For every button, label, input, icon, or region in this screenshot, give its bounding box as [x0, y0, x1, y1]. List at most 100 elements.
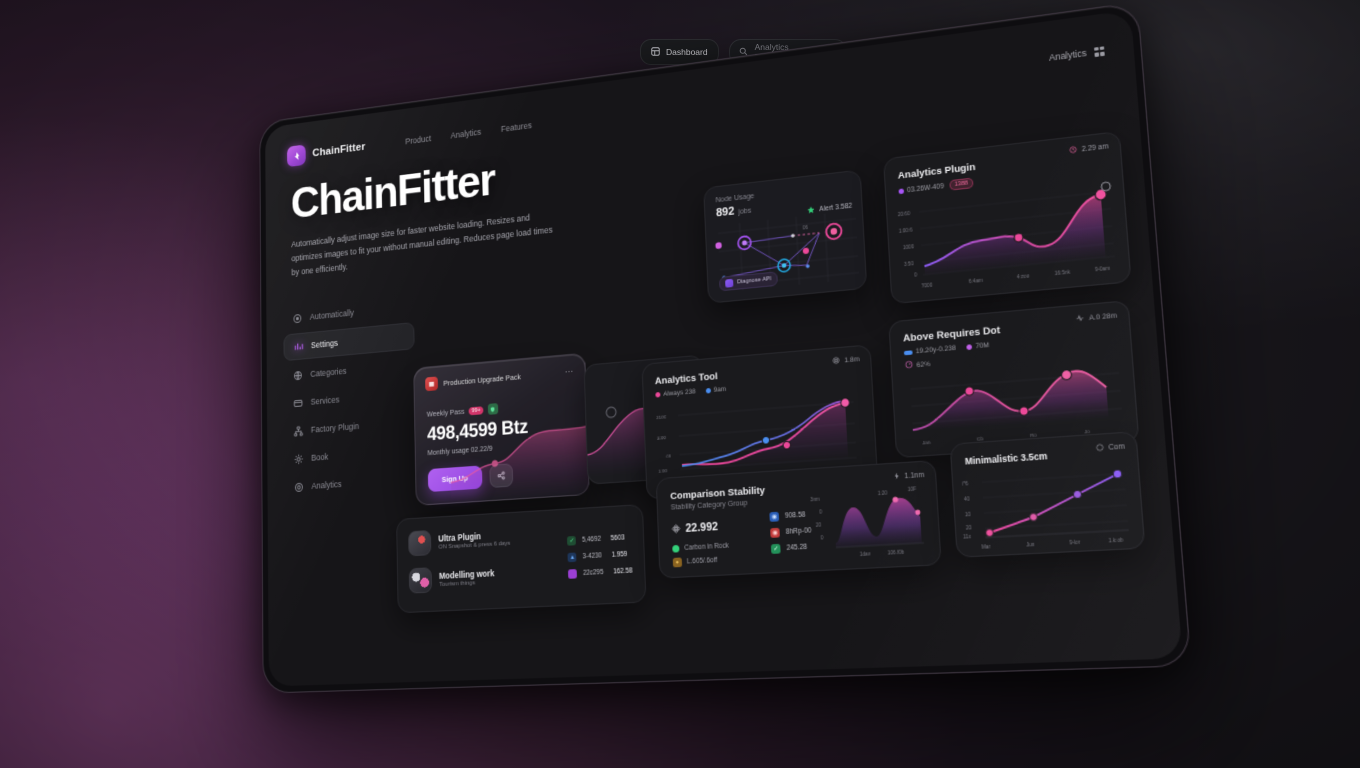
analytics-tool-stat: 1.8m	[833, 355, 860, 367]
requires-stat: A.0 28m	[1076, 311, 1117, 324]
device-wrapper: ChainFitter Product Analytics Features A…	[222, 1, 1192, 694]
sidebar-item-label: Automatically	[309, 307, 355, 322]
comparison-mini-chart: 3nm 0 20 0 1:20 10F 1dav 106.f0b	[810, 486, 931, 557]
svg-text:Ro: Ro	[1030, 432, 1037, 438]
comparison-item-label: Carbon in Rock	[684, 542, 730, 553]
list-item[interactable]: Modelling work Tourism things	[408, 561, 550, 594]
nav-item-product[interactable]: Product	[405, 133, 432, 147]
nav-item-analytics[interactable]: Analytics	[450, 126, 482, 141]
header-right: Analytics	[1049, 45, 1105, 63]
svg-text:Jun: Jun	[1026, 542, 1035, 548]
sidebar-item-label: Analytics	[311, 479, 342, 491]
brand-logo[interactable]: ChainFitter	[287, 137, 365, 168]
svg-text:11x: 11x	[963, 534, 972, 540]
sidebar-item-label: Settings	[310, 338, 338, 351]
analytics-tool-legend-2: 9am	[705, 386, 726, 395]
stat-icon: ✓	[567, 535, 577, 546]
avatar-rocket	[408, 529, 432, 557]
plugin-list-card[interactable]: Ultra Plugin ON Snapshot & press 6 days …	[396, 503, 647, 614]
node-purple	[738, 236, 751, 250]
circle-icon	[1096, 443, 1105, 454]
sidebar-item-analytics[interactable]: Analytics	[285, 466, 418, 501]
requires-chart: Jan Cb Ro Jo	[892, 354, 1140, 446]
metric-label: 908.58	[784, 511, 806, 520]
diagnose-label: Diagnose API	[737, 276, 772, 286]
svg-text:3nm: 3nm	[810, 496, 820, 502]
grid-icon[interactable]	[1093, 45, 1105, 57]
growth-card[interactable]: Minimalistic 3.5cm Com /*6 40 10 20	[949, 431, 1146, 558]
device-frame: ChainFitter Product Analytics Features A…	[259, 1, 1192, 694]
svg-text:9-0am: 9-0am	[1095, 266, 1110, 273]
svg-text:40: 40	[964, 496, 970, 502]
globe-icon	[292, 369, 302, 381]
node-small-pink	[802, 247, 810, 255]
svg-text:20: 20	[966, 525, 972, 531]
requires-dot-card[interactable]: Above Requires Dot 19.20y-0.238 70M	[888, 300, 1140, 459]
gear-icon	[293, 453, 303, 465]
svg-text:Jan: Jan	[922, 440, 931, 446]
stat-label: 22c295	[582, 568, 604, 578]
dashboard-chip-label: Dashboard	[666, 47, 708, 57]
diagnose-icon	[725, 278, 734, 288]
sliders-icon	[293, 340, 303, 352]
target-icon	[293, 481, 303, 493]
metric-label: 8hRp-00	[785, 527, 812, 536]
clock-icon	[1069, 146, 1078, 156]
node-pink	[826, 223, 842, 240]
record-icon: ◉	[770, 527, 780, 538]
svg-text:48: 48	[666, 453, 672, 459]
metric-label: 245.28	[786, 543, 808, 553]
stat-row: 22c295 162.58	[568, 566, 633, 579]
diagnose-api-badge[interactable]: Diagnose API	[718, 271, 778, 292]
sitemap-icon	[293, 425, 303, 437]
analytics-plugin-chart: 20:60 1:00:6 1000 3:50 0 7000 6:4am 4:zo…	[898, 179, 1133, 289]
analytics-plugin-card[interactable]: Analytics Plugin 03.26W-409 1388 2.29 am	[883, 130, 1133, 305]
disc-icon: ◉	[769, 511, 780, 522]
stat-label: 3-4230	[582, 552, 602, 561]
check-icon: ✓	[770, 543, 781, 554]
featured-meta-label: Weekly Pass	[426, 406, 465, 419]
sidebar-item-label: Categories	[310, 366, 347, 379]
nav-item-features[interactable]: Features	[500, 120, 532, 134]
featured-upgrade-card[interactable]: Production Upgrade Pack ⋯ Weekly Pass 99…	[413, 352, 590, 506]
legend-label: 03.26W-409	[906, 182, 945, 194]
comparison-stat: 1.1nm	[892, 470, 924, 482]
metric-row: ✓ 245.28	[770, 542, 813, 554]
svg-text:Cb: Cb	[977, 436, 984, 442]
svg-text:2:00: 2:00	[657, 435, 666, 441]
growth-title: Minimalistic 3.5cm	[964, 450, 1048, 467]
stat-value: 1.959	[611, 550, 628, 559]
analytics-plugin-legend: 03.26W-409	[898, 182, 944, 194]
shield-icon	[487, 403, 499, 415]
requires-legend-1: 19.20y-0.238	[903, 344, 957, 357]
stat-label: Com	[1108, 443, 1126, 452]
dot-icon	[655, 392, 661, 398]
more-icon[interactable]: ⋯	[564, 365, 575, 377]
bolt-icon	[892, 472, 900, 482]
sidebar: Automatically Settings Categories Servic…	[283, 294, 417, 500]
featured-meta-badge: 99+	[468, 405, 484, 415]
svg-text:4:zoo: 4:zoo	[1017, 273, 1030, 280]
legend-label: 19.20y-0.238	[915, 344, 957, 356]
metric-row: ◉ 908.58	[769, 510, 810, 522]
requires-sub-badge: 62%	[904, 359, 931, 372]
svg-text:1000: 1000	[903, 244, 915, 250]
layout-icon	[651, 46, 660, 58]
card-icon	[293, 397, 303, 409]
svg-text:0: 0	[914, 272, 917, 278]
node-usage-card[interactable]: Node Usage 892 jobs Alert 3.582	[703, 169, 868, 304]
brand-name: ChainFitter	[312, 141, 366, 160]
stat-value: 5603	[610, 534, 625, 543]
svg-text:20:60: 20:60	[898, 211, 911, 218]
requires-dot-title: Above Requires Dot	[902, 323, 1001, 344]
sub-badge-label: 62%	[916, 360, 931, 369]
svg-text:9-lor: 9-lor	[1069, 539, 1080, 545]
svg-text:10F: 10F	[908, 486, 917, 492]
comparison-stability-card[interactable]: Comparison Stability Stability Category …	[655, 459, 942, 579]
circle-dot-icon	[292, 312, 302, 324]
edge-label: 06	[803, 225, 809, 231]
legend-label: 9am	[713, 385, 727, 394]
svg-text:7000: 7000	[921, 282, 933, 288]
list-item[interactable]: Ultra Plugin ON Snapshot & press 6 days	[408, 523, 548, 557]
stat-label: A.0 28m	[1088, 312, 1118, 323]
